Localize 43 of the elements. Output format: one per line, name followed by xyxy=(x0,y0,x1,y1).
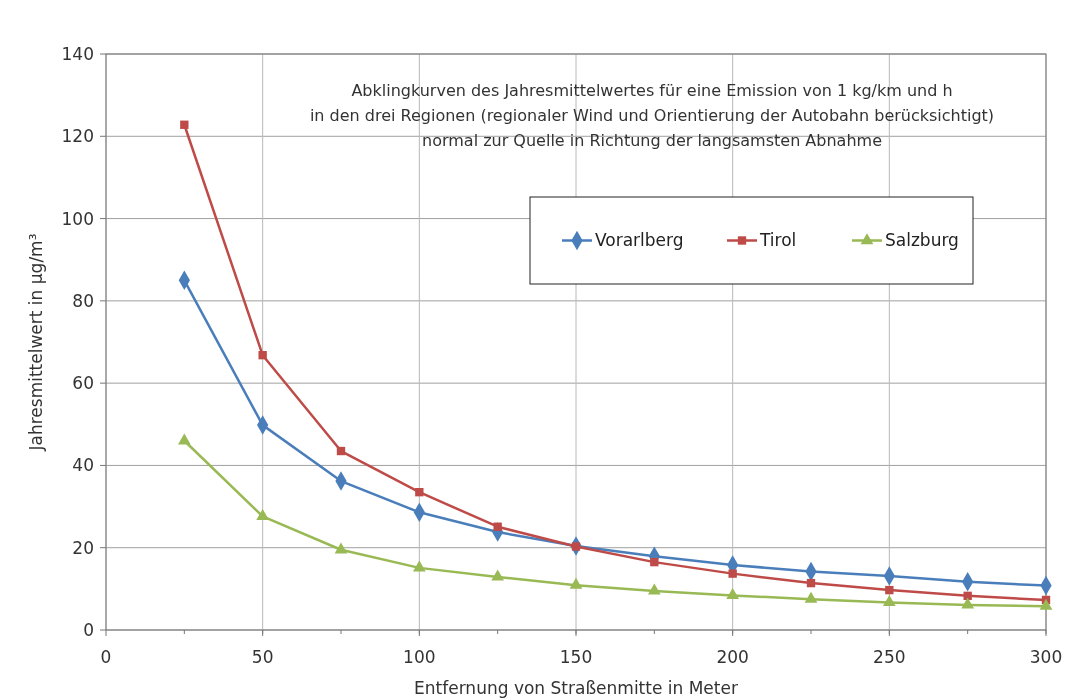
point xyxy=(256,509,270,521)
legend-label: Tirol xyxy=(759,230,797,251)
point xyxy=(728,569,737,578)
point xyxy=(963,591,972,601)
x-tick-label: 0 xyxy=(100,647,112,667)
point xyxy=(804,591,818,603)
x-tick-label: 250 xyxy=(873,647,906,667)
x-tick-label: 150 xyxy=(559,647,593,667)
point xyxy=(569,577,583,589)
y-tick-label: 140 xyxy=(61,43,94,64)
y-tick-label: 0 xyxy=(83,619,94,640)
point xyxy=(491,569,505,581)
point xyxy=(180,120,189,129)
point xyxy=(882,595,896,607)
x-tick-label: 200 xyxy=(716,647,749,667)
point xyxy=(412,560,426,572)
x-tick-label: 300 xyxy=(1029,647,1063,667)
point xyxy=(415,487,424,497)
point xyxy=(258,350,267,360)
point xyxy=(334,542,348,554)
point xyxy=(177,433,191,445)
point xyxy=(647,583,661,595)
y-tick-label: 40 xyxy=(72,455,94,476)
point xyxy=(806,578,816,588)
y-tick-label: 100 xyxy=(61,208,94,229)
point xyxy=(961,597,975,609)
point xyxy=(336,446,346,456)
point xyxy=(493,522,502,531)
y-tick-label: 20 xyxy=(72,537,94,558)
point xyxy=(885,585,894,595)
point xyxy=(1039,598,1053,610)
legend-label: Vorarlberg xyxy=(595,230,684,251)
x-axis-title: Entfernung von Straßenmitte in Meter xyxy=(414,678,738,698)
point xyxy=(650,557,659,567)
y-tick-label: 60 xyxy=(72,373,94,394)
point xyxy=(726,588,740,600)
y-tick-label: 120 xyxy=(61,126,94,147)
legend-label: Salzburg xyxy=(885,230,959,251)
y-axis-title: Jahresmittelwert in µg/m³ xyxy=(26,233,46,452)
y-tick-label: 80 xyxy=(72,290,94,311)
x-tick-label: 50 xyxy=(251,647,274,667)
x-tick-label: 100 xyxy=(403,647,436,667)
text: Abklingkurven des Jahresmittelwertes für eine Emission von 1 kg/km und h in den drei Regionen (regionaler Wind und Orientierung der Autobahn berücksichtigt) normal zur Quelle in Richtung der langsamsten Abnahme xyxy=(309,81,995,150)
